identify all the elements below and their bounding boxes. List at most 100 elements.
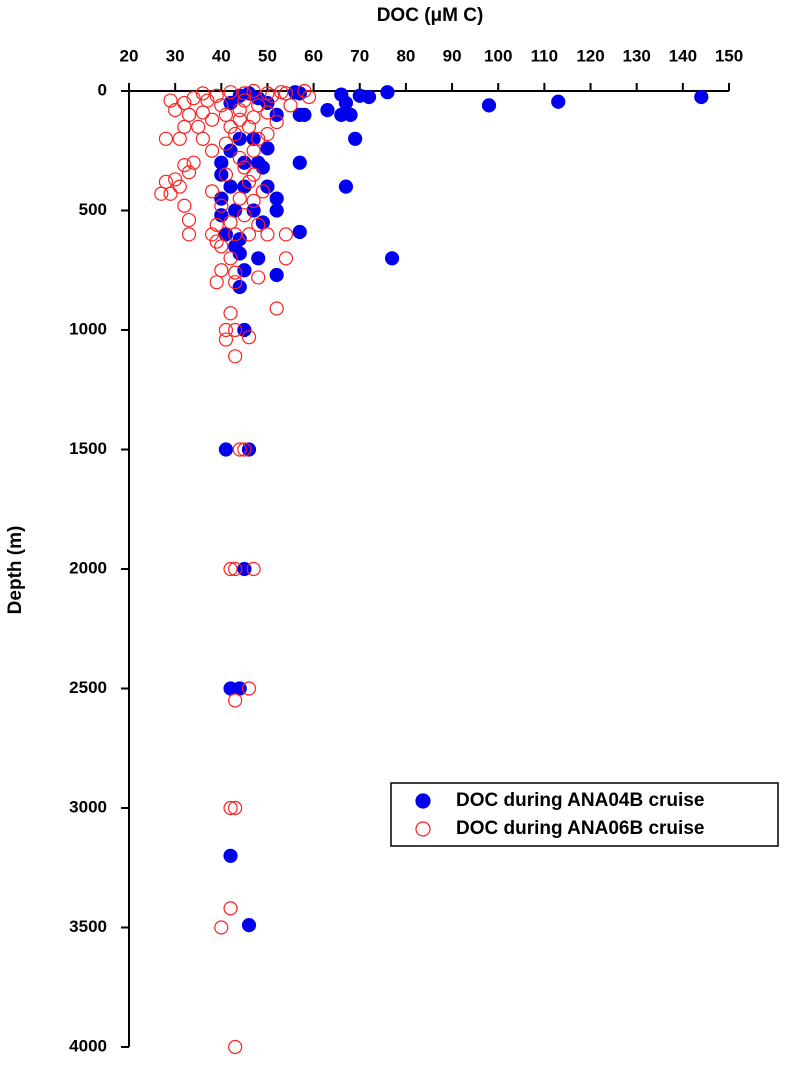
- x-tick-label: 140: [669, 46, 697, 65]
- x-tick-label: 50: [258, 46, 277, 65]
- point: [218, 167, 234, 182]
- point: [214, 263, 229, 278]
- point: [260, 141, 275, 156]
- point: [214, 198, 229, 213]
- x-tick-label: 100: [484, 46, 512, 65]
- point: [228, 239, 243, 254]
- y-tick-label: 1500: [69, 439, 107, 458]
- point: [214, 920, 229, 935]
- point: [223, 306, 238, 321]
- point: [168, 103, 183, 118]
- point: [209, 217, 224, 232]
- point: [195, 86, 210, 101]
- point: [348, 131, 363, 146]
- point: [177, 157, 192, 173]
- x-tick-label: 20: [120, 46, 139, 65]
- point: [168, 172, 183, 187]
- point: [338, 95, 354, 111]
- point: [246, 83, 261, 99]
- point: [163, 186, 178, 201]
- legend: [390, 782, 779, 847]
- point: [228, 275, 243, 290]
- point: [232, 442, 247, 457]
- point: [301, 89, 317, 105]
- point: [204, 112, 220, 127]
- point: [292, 107, 307, 123]
- point: [200, 93, 215, 108]
- point: [551, 94, 566, 109]
- x-tick-label: 80: [396, 46, 415, 65]
- point: [172, 179, 187, 194]
- point: [223, 215, 238, 230]
- point: [218, 136, 234, 151]
- legend-label: DOC during ANA06B cruise: [456, 818, 704, 839]
- point: [380, 85, 395, 100]
- point: [228, 265, 243, 280]
- point: [334, 107, 349, 123]
- point: [246, 143, 261, 158]
- point: [288, 85, 303, 100]
- x-tick-label: 90: [443, 46, 462, 65]
- point: [204, 143, 220, 158]
- point: [186, 91, 201, 106]
- point: [214, 155, 229, 170]
- x-tick-label: 150: [715, 46, 743, 65]
- point: [232, 191, 247, 206]
- point: [251, 270, 266, 285]
- point: [269, 191, 284, 206]
- point: [195, 131, 210, 146]
- point: [223, 800, 238, 816]
- point: [204, 227, 220, 242]
- point: [181, 227, 197, 242]
- x-tick-label: 120: [576, 46, 604, 65]
- point: [255, 184, 270, 199]
- point: [163, 93, 178, 108]
- point: [352, 88, 367, 103]
- point: [241, 227, 257, 242]
- point: [246, 193, 261, 209]
- point: [209, 88, 224, 103]
- point: [223, 848, 238, 863]
- point: [218, 322, 234, 338]
- point: [255, 160, 270, 175]
- y-tick-label: 3000: [69, 797, 107, 816]
- point: [292, 224, 307, 240]
- point: [191, 119, 206, 134]
- point: [283, 98, 298, 113]
- point: [214, 239, 229, 254]
- x-tick-label: 30: [166, 46, 185, 65]
- point: [251, 131, 266, 146]
- point: [228, 800, 243, 816]
- x-axis-title: DOC (μM C): [377, 5, 484, 26]
- point: [274, 85, 289, 100]
- point: [237, 208, 252, 223]
- point: [172, 131, 187, 146]
- point: [177, 95, 192, 111]
- x-tick-label: 40: [212, 46, 231, 65]
- point: [246, 131, 261, 146]
- point: [269, 114, 284, 130]
- point: [223, 251, 238, 266]
- point: [241, 174, 257, 189]
- point: [228, 693, 243, 708]
- point: [269, 107, 284, 123]
- legend-label: DOC during ANA04B cruise: [456, 790, 704, 811]
- point: [338, 179, 354, 194]
- point: [228, 322, 243, 338]
- point: [195, 105, 210, 120]
- y-axis-title: Depth (m): [5, 526, 26, 615]
- point: [228, 1039, 243, 1055]
- point: [251, 251, 266, 266]
- point: [237, 93, 252, 108]
- point: [260, 126, 275, 142]
- point: [251, 217, 266, 232]
- point: [278, 227, 294, 242]
- point: [246, 561, 261, 577]
- point: [269, 267, 284, 283]
- point: [264, 88, 280, 103]
- point: [278, 251, 294, 266]
- y-tick-label: 3500: [69, 917, 107, 936]
- point: [246, 110, 261, 125]
- point: [237, 442, 252, 457]
